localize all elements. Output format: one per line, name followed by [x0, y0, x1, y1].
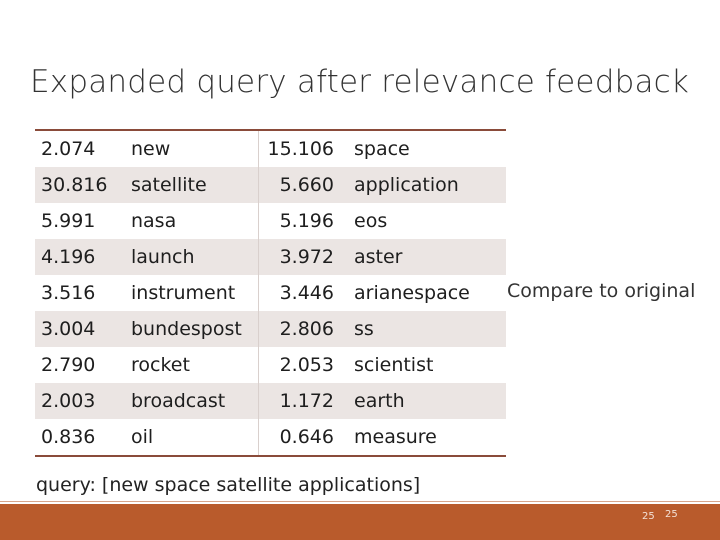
table-row: 3.516 instrument 3.446 arianespace: [35, 275, 506, 311]
footer-bar: [0, 504, 720, 540]
term-cell-right: arianespace: [354, 282, 470, 304]
table-row: 2.074 new 15.106 space: [35, 130, 506, 167]
original-query-text: query: [new space satellite applications…: [36, 474, 421, 496]
term-cell-right: space: [354, 138, 410, 160]
slide-title: Expanded query after relevance feedback: [30, 64, 690, 100]
weight-cell-left: 5.991: [41, 210, 96, 232]
term-cell-right: application: [334, 167, 506, 203]
term-cell-left: broadcast: [124, 383, 259, 419]
weight-cell-right: 5.196: [258, 203, 334, 239]
weight-cell-left: 2.074: [41, 138, 96, 160]
page-number-secondary: 25: [665, 509, 678, 520]
term-cell-right: measure: [354, 426, 437, 448]
weight-cell-right: 15.106: [258, 130, 334, 167]
weight-cell-right: 2.053: [258, 347, 334, 383]
compare-to-original-label: Compare to original: [507, 280, 696, 302]
term-cell-left: satellite: [124, 167, 259, 203]
weight-cell-left: 3.516: [41, 282, 96, 304]
term-weight-table: 2.074 new 15.106 space 30.816 satellite 5.660 a…: [35, 129, 506, 457]
term-cell-left: rocket: [131, 354, 190, 376]
weight-cell-left: 2.790: [41, 354, 96, 376]
term-cell-right: aster: [334, 239, 506, 275]
term-cell-left: oil: [131, 426, 154, 448]
term-cell-left: instrument: [131, 282, 236, 304]
term-cell-right: earth: [334, 383, 506, 419]
weight-cell-left: 4.196: [35, 239, 124, 275]
table-row: 5.991 nasa 5.196 eos: [35, 203, 506, 239]
table-row: 4.196 launch 3.972 aster: [35, 239, 506, 275]
term-cell-right: eos: [354, 210, 388, 232]
weight-cell-left: 3.004: [35, 311, 124, 347]
table-row: 3.004 bundespost 2.806 ss: [35, 311, 506, 347]
weight-cell-left: 2.003: [35, 383, 124, 419]
weight-cell-right: 2.806: [258, 311, 334, 347]
term-cell-left: bundespost: [124, 311, 259, 347]
table-row: 0.836 oil 0.646 measure: [35, 419, 506, 456]
weight-cell-right: 0.646: [258, 419, 334, 456]
term-cell-right: ss: [334, 311, 506, 347]
term-cell-left: launch: [124, 239, 259, 275]
table-row: 2.003 broadcast 1.172 earth: [35, 383, 506, 419]
weight-cell-right: 3.446: [258, 275, 334, 311]
table-row: 2.790 rocket 2.053 scientist: [35, 347, 506, 383]
term-cell-left: new: [131, 138, 171, 160]
weight-cell-right: 5.660: [258, 167, 334, 203]
term-cell-right: scientist: [354, 354, 434, 376]
table-row: 30.816 satellite 5.660 application: [35, 167, 506, 203]
weight-cell-right: 1.172: [258, 383, 334, 419]
term-cell-left: nasa: [131, 210, 177, 232]
weight-cell-left: 0.836: [41, 426, 96, 448]
page-number: 25: [642, 511, 655, 522]
weight-cell-right: 3.972: [258, 239, 334, 275]
weight-cell-left: 30.816: [35, 167, 124, 203]
footer-rule: [0, 501, 720, 502]
